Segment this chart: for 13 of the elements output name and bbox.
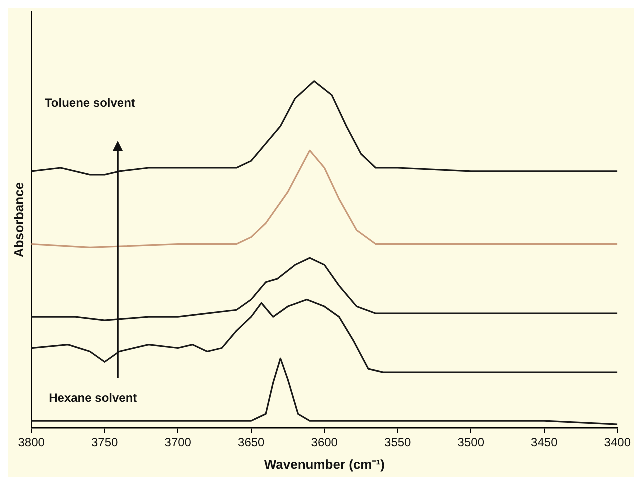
x-tick-label: 3550 — [384, 436, 412, 450]
x-tick-label: 3700 — [164, 436, 192, 450]
x-axis-title: Wavenumber (cm⁻¹) — [264, 456, 385, 472]
annotation: Toluene solvent — [44, 96, 136, 110]
x-tick-label: 3450 — [531, 436, 558, 450]
x-tick-label: 3650 — [238, 436, 266, 450]
x-tick-label: 3800 — [18, 436, 46, 450]
x-tick-label: 3500 — [458, 436, 485, 450]
annotation: Hexane solvent — [49, 391, 138, 406]
x-tick-label: 3600 — [311, 436, 338, 450]
x-tick-label: 3400 — [604, 436, 632, 450]
x-tick-label: 3750 — [92, 436, 119, 450]
y-axis-title: Absorbance — [11, 182, 26, 258]
